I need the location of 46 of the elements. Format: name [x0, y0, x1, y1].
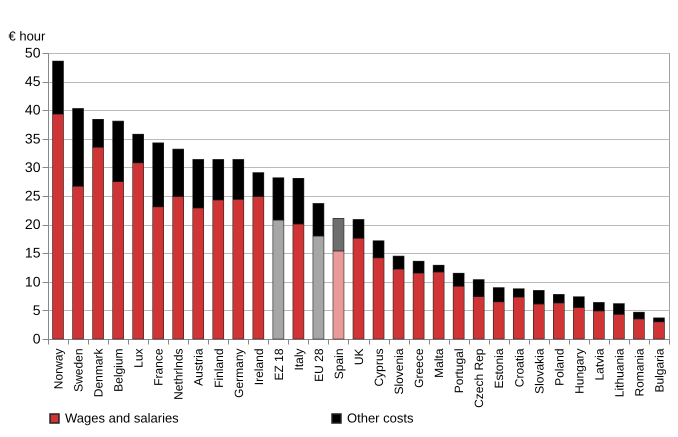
y-tick-label: 30 [24, 158, 41, 175]
x-tick-label: France [152, 348, 166, 386]
x-tick-label: Italy [292, 348, 306, 371]
y-tick-label: 45 [24, 73, 41, 90]
x-tick-label: Ireland [252, 348, 266, 386]
legend-label: Wages and salaries [65, 410, 180, 426]
x-tick-label: Norway [52, 348, 66, 390]
x-tick-label: Poland [552, 348, 566, 386]
y-tick-label: 20 [24, 216, 41, 232]
x-tick-label: EZ 18 [272, 348, 286, 381]
y-tick-label: 35 [24, 130, 41, 146]
x-tick-label: Czech Rep [472, 348, 486, 408]
x-tick-label: Greece [412, 348, 426, 388]
x-tick-label: Portugal [452, 348, 466, 394]
x-tick-label: Spain [332, 348, 346, 380]
y-tick-label: 50 [24, 44, 41, 60]
y-axis-title: € hour [8, 28, 46, 44]
x-tick-label: Hungary [572, 348, 586, 394]
y-tick-label: 40 [24, 102, 41, 118]
y-tick-label: 15 [24, 244, 41, 261]
x-tick-label: Germany [232, 348, 246, 398]
x-tick-label: Finland [212, 348, 226, 388]
x-tick-label: Romania [632, 348, 646, 397]
legend-label: Other costs [347, 410, 414, 426]
x-tick-label: Belgium [112, 348, 126, 392]
x-tick-label: Lithuania [612, 348, 626, 398]
x-tick-label: Nethrlnds [172, 348, 186, 400]
x-tick-label: Latvia [592, 348, 606, 381]
x-tick-label: UK [352, 348, 366, 366]
x-tick-label: Lux [132, 348, 146, 368]
bar [653, 322, 665, 340]
x-tick-label: Denmark [92, 348, 106, 398]
x-tick-label: Malta [432, 348, 446, 378]
x-tick-label: Bulgaria [652, 348, 666, 393]
x-tick-label: Slovakia [532, 348, 546, 394]
y-tick-label: 0 [32, 330, 41, 346]
x-tick-label: Estonia [492, 348, 506, 389]
x-tick-label: Sweden [72, 348, 86, 392]
x-tick-label: Austria [192, 348, 206, 386]
y-tick-label: 25 [24, 188, 41, 204]
y-tick-label: 10 [24, 273, 41, 290]
y-tick-label: 5 [32, 302, 41, 318]
x-tick-label: Croatia [512, 348, 526, 388]
x-tick-label: Slovenia [392, 348, 406, 395]
x-tick-label: Cyprus [372, 348, 386, 387]
x-tick-label: EU 28 [312, 348, 326, 382]
